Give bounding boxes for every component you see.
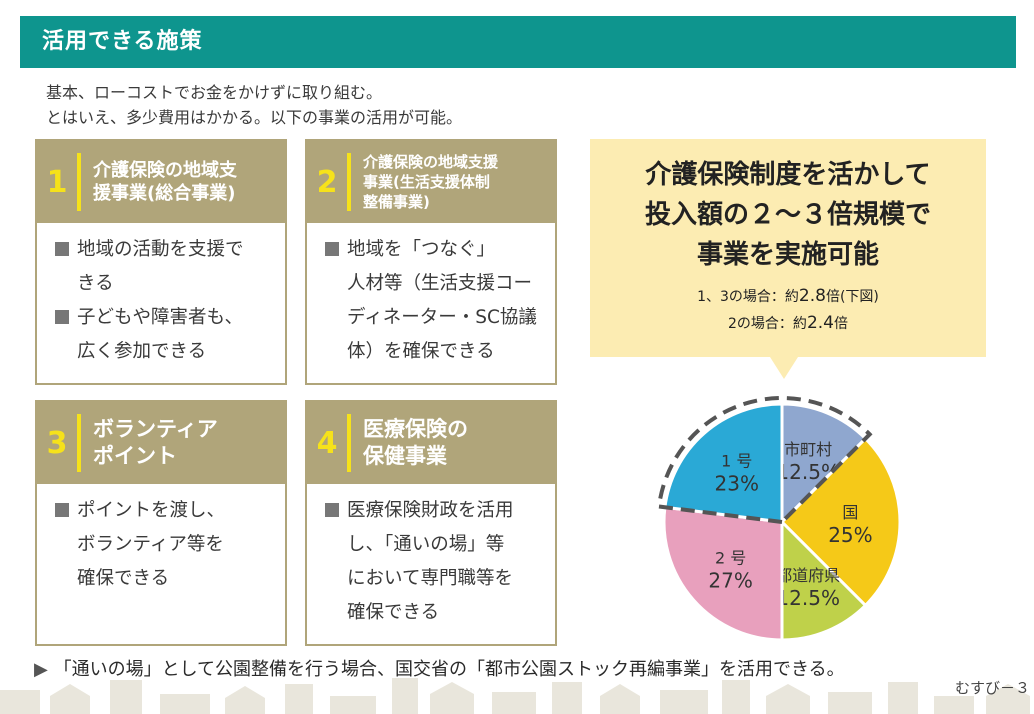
bullet-text: 子どもや障害者も、 [77, 307, 243, 328]
callout-subtext: 1、3の場合：約2.8倍(下図) 2の場合：約2.4倍 [590, 283, 986, 337]
card-divider [77, 153, 81, 211]
pie-slice [780, 518, 868, 642]
pie-slice-label: 国 [842, 503, 858, 522]
callout-headline: 介護保険制度を活かして 投入額の２～３倍規模で 事業を実施可能 [590, 155, 986, 275]
card-header: 2 介護保険の地域支援 事業(生活支援体制 整備事業) [307, 141, 555, 223]
measure-card-2: 2 介護保険の地域支援 事業(生活支援体制 整備事業) 地域を「つなぐ」 人材等… [305, 139, 557, 385]
pie-slice-label: 2 号 [715, 548, 746, 567]
card-header: 3 ボランティア ポイント [37, 402, 285, 484]
callout-sub-line: 1、3の場合：約2.8倍(下図) [590, 283, 986, 310]
card-body: 地域を「つなぐ」 人材等（生活支援コー ディネーター・SC協議 体）を確保できる [307, 223, 555, 379]
pie-slice [779, 436, 902, 608]
bullet-text: 医療保険財政を活用 [347, 500, 514, 521]
square-bullet-icon [55, 503, 69, 517]
section-title: 活用できる施策 [42, 29, 203, 54]
bullet-text: 確保できる [77, 568, 170, 589]
callout-box: 介護保険制度を活かして 投入額の２～３倍規模で 事業を実施可能 1、3の場合：約… [590, 139, 986, 357]
card-body: 地域の活動を支援で きる 子どもや障害者も、 広く参加できる [37, 223, 285, 379]
card-title-line: 援事業(総合事業) [93, 183, 236, 204]
card-title-line: 医療保険の [363, 417, 468, 441]
card-number: 1 [46, 164, 68, 200]
bullet-text: きる [77, 273, 114, 294]
bullet-item: ポイントを渡し、 [55, 494, 275, 528]
bullet-text: 地域の活動を支援で [77, 239, 244, 260]
bullet-text: 人材等（生活支援コー [347, 273, 533, 294]
highlight-dashed-outline [656, 396, 873, 525]
intro-line-2: とはいえ、多少費用はかかる。以下の事業の活用が可能。 [46, 108, 463, 127]
intro-text: 基本、ローコストでお金をかけずに取り組む。 とはいえ、多少費用はかかる。以下の事… [46, 80, 462, 130]
card-title-line: ポイント [93, 444, 177, 468]
bullet-item: 地域の活動を支援で [55, 233, 275, 267]
pie-slice-label: 市町村 [784, 440, 832, 459]
card-header: 1 介護保険の地域支 援事業(総合事業) [37, 141, 285, 223]
skyline-decoration [0, 678, 1030, 714]
callout-sub-text: 1、3の場合：約 [697, 289, 799, 305]
card-title-line: 介護保険の地域支援 [363, 153, 499, 171]
bullet-item: 医療保険財政を活用 [325, 494, 545, 528]
callout-line: 介護保険制度を活かして [645, 160, 931, 190]
card-title-line: 介護保険の地域支 [93, 160, 237, 181]
card-header: 4 医療保険の 保健事業 [307, 402, 555, 484]
pie-slice-label: 都道府県 [776, 566, 840, 585]
card-number: 2 [316, 164, 338, 200]
pie-slice [780, 402, 868, 526]
intro-line-1: 基本、ローコストでお金をかけずに取り組む。 [46, 83, 383, 102]
square-bullet-icon [325, 242, 339, 256]
bullet-text: 体）を確保できる [347, 341, 495, 362]
card-title-line: 保健事業 [363, 444, 447, 468]
callout-pointer [770, 357, 798, 379]
square-bullet-icon [55, 242, 69, 256]
card-title: 介護保険の地域支援 事業(生活支援体制 整備事業) [363, 152, 498, 212]
bullet-item: 地域を「つなぐ」 [325, 233, 545, 267]
callout-line: 事業を実施可能 [696, 240, 879, 270]
pie-slice-value: 23% [715, 472, 759, 496]
triangle-bullet-icon: ▶ [34, 659, 48, 680]
callout-sub-number: 2.4 [806, 313, 834, 333]
pie-slice-value: 12.5% [776, 586, 840, 610]
bullet-text: ポイントを渡し、 [77, 500, 226, 521]
bullet-text: ディネーター・SC協議 [347, 307, 537, 328]
bullet-text: 確保できる [347, 602, 440, 623]
card-title: 介護保険の地域支 援事業(総合事業) [93, 159, 237, 205]
card-title: ボランティア ポイント [93, 416, 218, 470]
callout-sub-line: 2の場合：約2.4倍 [590, 310, 986, 337]
bullet-item: 子どもや障害者も、 [55, 301, 275, 335]
measure-card-3: 3 ボランティア ポイント ポイントを渡し、 ボランティア等を 確保できる [35, 400, 287, 646]
pie-slice-value: 25% [828, 523, 872, 547]
callout-sub-number: 2.8 [798, 286, 826, 306]
square-bullet-icon [325, 503, 339, 517]
card-body: 医療保険財政を活用 し、「通いの場」等 において専門職等を 確保できる [307, 484, 555, 640]
section-header: 活用できる施策 [20, 16, 1016, 68]
bullet-text: 広く参加できる [77, 341, 207, 362]
callout-sub-text: 倍(下図) [825, 289, 879, 305]
pie-slice [662, 505, 784, 642]
footnote: ▶ 「通いの場」として公園整備を行う場合、国交省の「都市公園ストック再編事業」を… [34, 655, 845, 681]
card-title-line: ボランティア [93, 417, 218, 441]
footnote-text: 「通いの場」として公園整備を行う場合、国交省の「都市公園ストック再編事業」を活用… [53, 659, 845, 680]
card-number: 3 [46, 425, 68, 461]
card-title-line: 整備事業) [363, 193, 430, 211]
page-number: むすび－３ [954, 679, 1030, 697]
square-bullet-icon [55, 310, 69, 324]
card-divider [347, 414, 351, 472]
measure-card-1: 1 介護保険の地域支 援事業(総合事業) 地域の活動を支援で きる 子どもや障害… [35, 139, 287, 385]
bullet-text: において専門職等を [347, 568, 513, 589]
card-divider [77, 414, 81, 472]
card-divider [347, 153, 351, 211]
pie-slice-value: 27% [708, 568, 752, 592]
card-title: 医療保険の 保健事業 [363, 416, 468, 470]
callout-sub-text: 倍 [833, 316, 848, 332]
bullet-text: 地域を「つなぐ」 [347, 239, 496, 260]
bullet-text: ボランティア等を [77, 534, 224, 555]
pie-slice-label: 1 号 [721, 452, 752, 471]
callout-line: 投入額の２～３倍規模で [644, 200, 931, 230]
card-title-line: 事業(生活支援体制 [363, 173, 490, 191]
measure-card-4: 4 医療保険の 保健事業 医療保険財政を活用 し、「通いの場」等 において専門職… [305, 400, 557, 646]
bullet-text: し、「通いの場」等 [347, 534, 505, 555]
card-number: 4 [316, 425, 338, 461]
callout-sub-text: 2の場合：約 [728, 316, 807, 332]
card-body: ポイントを渡し、 ボランティア等を 確保できる [37, 484, 285, 606]
pie-slice [663, 402, 784, 524]
